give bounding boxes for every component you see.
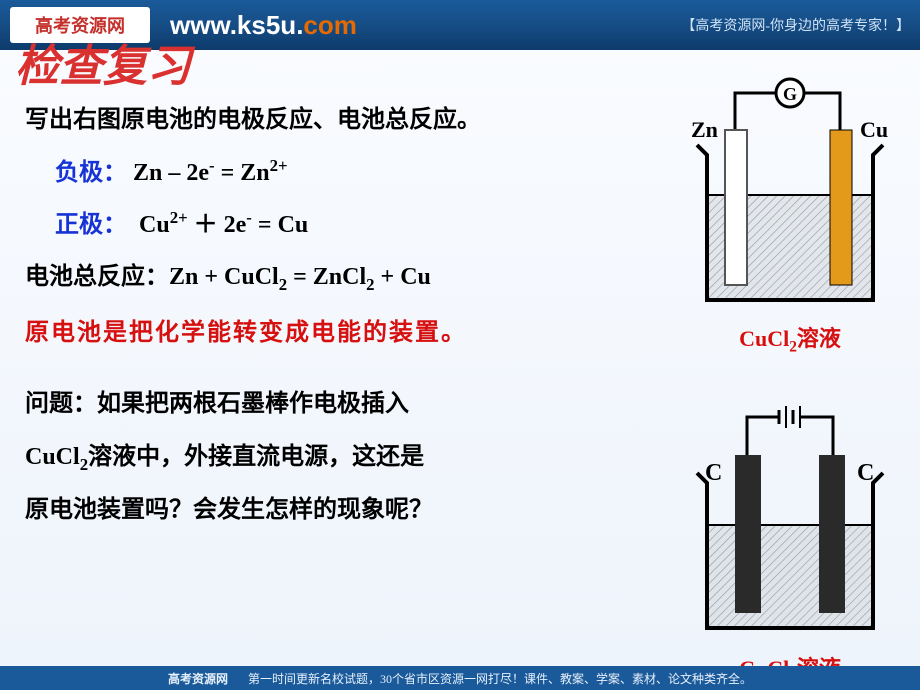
- footer-text: 第一时间更新名校试题，30个省市区资源一网打尽！课件、教案、学案、素材、论文种类…: [248, 670, 752, 687]
- prompt-text: 写出右图原电池的电极反应、电池总反应。: [25, 98, 665, 144]
- fig1-caption: CuCl2溶液: [685, 321, 895, 356]
- slide-body: 写出右图原电池的电极反应、电池总反应。 负极： Zn – 2e- = Zn2+ …: [0, 50, 920, 666]
- tagline: 【高考资源网-你身边的高考专家！】: [681, 15, 910, 35]
- text-content: 写出右图原电池的电极反应、电池总反应。 负极： Zn – 2e- = Zn2+ …: [25, 98, 665, 536]
- definition: 原电池是把化学能转变成电能的装置。: [25, 310, 665, 356]
- galvanic-cell-svg: G Zn Cu: [685, 75, 895, 310]
- footer-bar: 高考资源网 第一时间更新名校试题，30个省市区资源一网打尽！课件、教案、学案、素…: [0, 666, 920, 690]
- total-reaction: 电池总反应：Zn + CuCl2 = ZnCl2 + Cu: [25, 255, 665, 301]
- question2: 问题：如果把两根石墨棒作电极插入 CuCl2溶液中，外接直流电源，这还是 原电池…: [25, 378, 665, 536]
- meter-label: G: [783, 84, 797, 104]
- footer-brand: 高考资源网: [168, 670, 228, 687]
- pos-eq: Cu2+ ＋ 2e- = Cu: [133, 212, 308, 238]
- pos-label: 正极：: [55, 212, 127, 238]
- c-right-label: C: [857, 460, 874, 486]
- cu-label: Cu: [860, 117, 888, 142]
- neg-label: 负极：: [55, 160, 127, 186]
- electrolysis-cell-svg: C C: [685, 395, 895, 640]
- site-url: www.ks5u.com: [170, 10, 357, 41]
- zn-label: Zn: [691, 117, 718, 142]
- figure-electrolysis-cell: C C CuCl2溶液: [685, 395, 895, 686]
- neg-eq: Zn – 2e- = Zn2+: [133, 160, 288, 186]
- c-left-label: C: [705, 460, 722, 486]
- slide-title: 检查复习: [15, 30, 191, 94]
- figure-galvanic-cell: G Zn Cu CuCl2溶液: [685, 75, 895, 356]
